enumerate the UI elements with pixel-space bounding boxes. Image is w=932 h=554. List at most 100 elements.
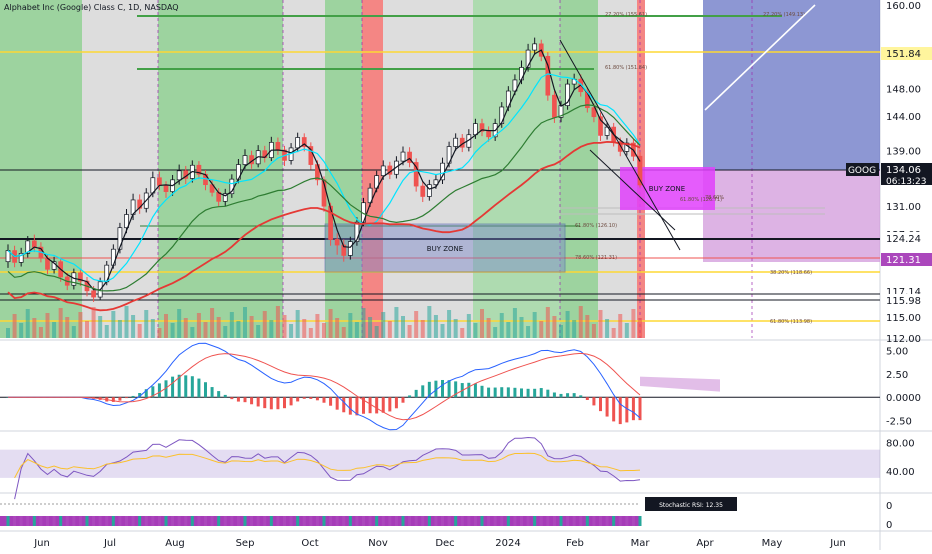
stoch-bar: [605, 516, 609, 526]
volume-bar: [223, 326, 228, 338]
buy-zone-box-2: [620, 167, 715, 210]
stoch-bar: [177, 516, 181, 526]
candle-body: [275, 142, 281, 151]
stoch-bar: [125, 516, 128, 526]
macd-histogram-bar: [118, 397, 122, 401]
volume-bar: [282, 315, 287, 338]
stoch-bar: [256, 516, 260, 526]
rsi-band: [0, 449, 880, 478]
stoch-bar: [362, 516, 365, 526]
macd-histogram-bar: [368, 397, 372, 414]
volume-bar: [532, 312, 537, 338]
stoch-bar: [6, 516, 10, 526]
volume-bar: [236, 321, 241, 338]
stoch-bar: [315, 516, 319, 526]
volume-bar: [447, 310, 452, 338]
price-label-value: 115.98: [886, 296, 921, 307]
price-tick-label: 115.00: [886, 313, 921, 324]
stoch-bar: [230, 516, 234, 526]
volume-bar: [591, 324, 596, 338]
volume-bar: [38, 327, 43, 338]
candle-body: [473, 123, 478, 136]
candle-body: [433, 179, 439, 186]
candle-body: [222, 193, 228, 202]
volume-bar: [275, 306, 280, 338]
macd-histogram-bar: [500, 387, 504, 398]
volume-bar: [164, 314, 168, 338]
macd-histogram-bar: [223, 394, 227, 398]
stoch-bar: [204, 516, 207, 526]
macd-tick-label: 5.00: [886, 346, 908, 357]
stoch-bar: [197, 516, 201, 526]
candle-body: [545, 55, 551, 96]
volume-bar: [308, 328, 313, 338]
macd-histogram-bar: [171, 376, 175, 398]
stoch-bar: [283, 516, 286, 526]
volume-bar: [493, 327, 498, 338]
volume-bar: [25, 309, 30, 338]
stoch-bar: [631, 516, 635, 526]
fib-label: 61.80% (126.71): [680, 197, 722, 203]
stoch-bar: [276, 516, 280, 526]
tenkan-line: [7, 49, 641, 291]
projection-zone: [703, 170, 880, 262]
volume-bar: [78, 312, 83, 338]
stoch-bar: [480, 516, 484, 526]
price-label-box: [881, 253, 932, 266]
macd-histogram-bar: [539, 388, 543, 398]
stoch-bar: [427, 516, 431, 526]
month-tick-label: Oct: [301, 538, 318, 549]
volume-bar: [131, 315, 136, 338]
macd-projection-cloud: [640, 376, 720, 392]
candle-body: [519, 67, 524, 81]
volume-bar: [170, 323, 175, 338]
stoch-bar: [46, 516, 49, 526]
volume-bar: [480, 309, 484, 338]
volume-bar: [519, 317, 524, 338]
macd-histogram-bar: [177, 374, 181, 398]
price-label-value: 134.06: [886, 165, 921, 176]
stoch-bar: [460, 516, 464, 526]
macd-tick-label: 2.50: [886, 370, 908, 381]
stoch-bar: [585, 516, 589, 526]
buy-zone-label-1: BUY ZONE: [427, 245, 463, 253]
macd-histogram-bar: [250, 397, 254, 405]
stoch-bar: [59, 516, 63, 526]
stoch-bar: [184, 516, 188, 526]
macd-histogram-bar: [190, 376, 194, 398]
price-tick-label: 131.00: [886, 202, 921, 213]
stoch-bar: [19, 516, 23, 526]
candle-body: [157, 177, 162, 186]
macd-tick-label: 0.0000: [886, 393, 921, 404]
macd-histogram-bar: [230, 397, 234, 400]
volume-bar: [328, 309, 333, 338]
candle-body: [367, 187, 373, 204]
candle-body: [295, 137, 301, 149]
macd-histogram-bar: [427, 381, 431, 398]
volume-bar: [453, 319, 458, 338]
macd-histogram-bar: [434, 380, 438, 398]
stoch-bar: [381, 516, 385, 526]
volume-bar: [111, 311, 116, 338]
stoch-bar: [559, 516, 563, 526]
macd-histogram-bar: [355, 397, 359, 416]
stoch-bar: [467, 516, 471, 526]
macd-histogram-bar: [572, 393, 576, 398]
regime-band: [0, 0, 82, 338]
stoch-bar: [401, 516, 405, 526]
macd-histogram-bar: [125, 397, 128, 399]
volume-bar: [190, 327, 195, 338]
stoch-bar: [355, 516, 359, 526]
price-label-box: [881, 47, 932, 60]
month-tick-label: Jun: [33, 538, 50, 549]
macd-histogram-bar: [309, 397, 313, 399]
candle-body: [525, 49, 531, 68]
stoch-bar: [335, 516, 339, 526]
macd-histogram-bar: [487, 387, 491, 398]
price-tick-label: 160.00: [886, 1, 921, 12]
volume-bar: [638, 318, 642, 338]
macd-histogram-bar: [546, 389, 550, 398]
macd-histogram-bar: [263, 397, 267, 409]
macd-histogram-bar: [157, 383, 161, 398]
